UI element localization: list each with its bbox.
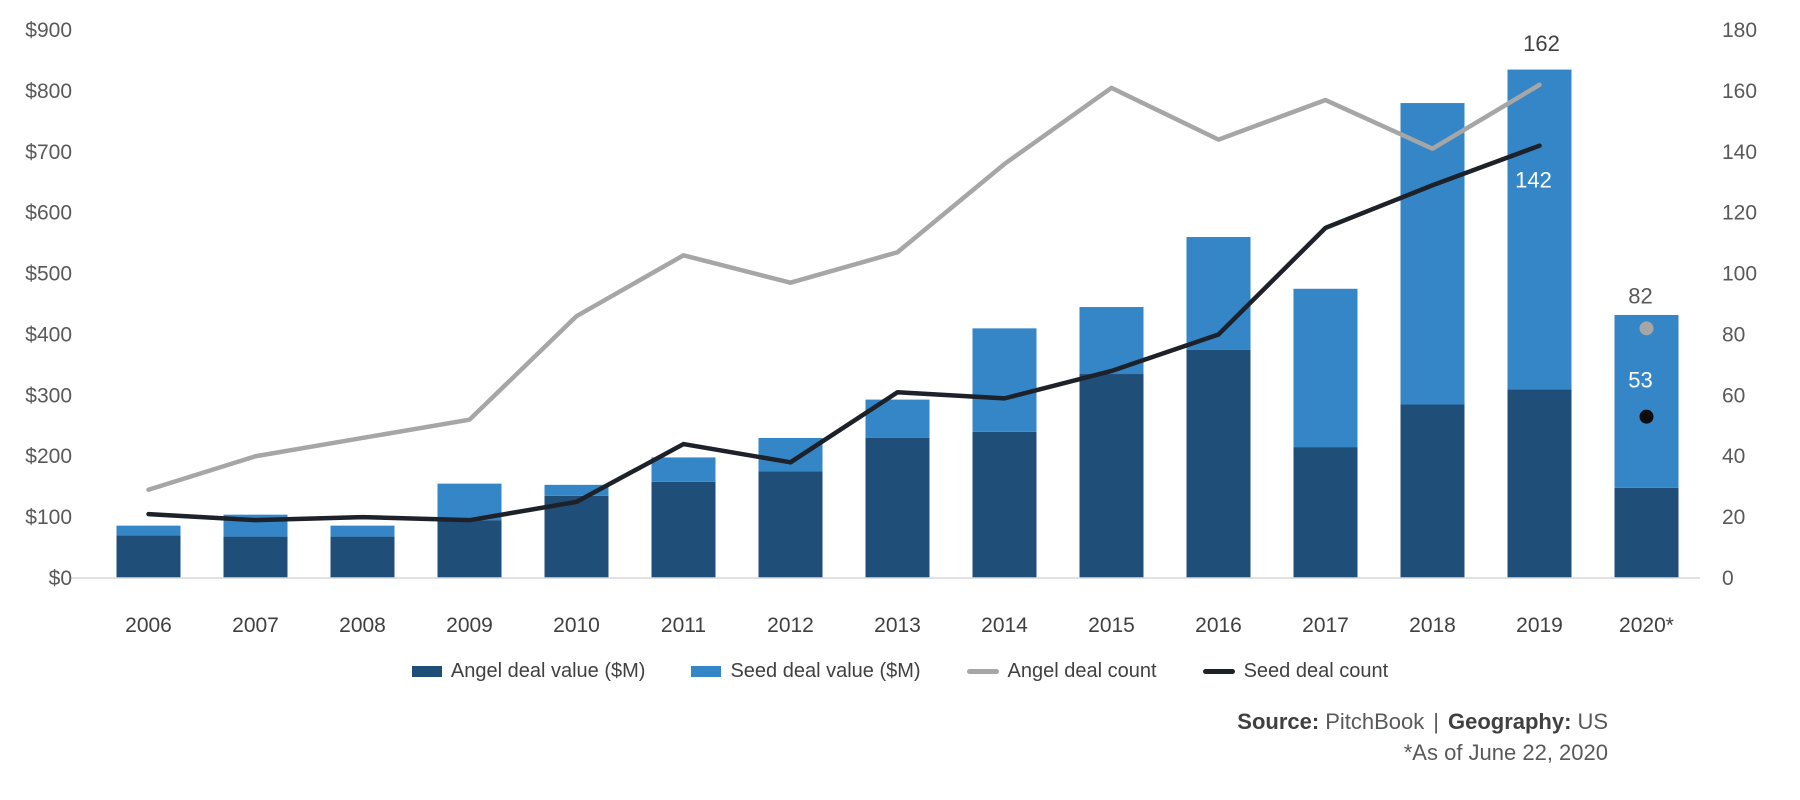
left-axis-tick-500: $500 (25, 263, 72, 286)
angel-value-bar-2007 (223, 536, 288, 578)
left-axis-tick-900: $900 (25, 19, 72, 42)
angel-count-2020-dot (1639, 321, 1654, 336)
angel-value-bar-2016 (1186, 349, 1251, 578)
seed-value-bar-2020 (1614, 314, 1679, 488)
right-axis-tick-100: 100 (1722, 263, 1757, 286)
source-note: Source: PitchBook | Geography: US *As of Jun… (1237, 706, 1608, 768)
legend-item-seed-deal-count: Seed deal count (1202, 660, 1389, 683)
left-axis-tick-600: $600 (25, 202, 72, 225)
right-axis-tick-60: 60 (1722, 384, 1745, 407)
right-axis-tick-120: 120 (1722, 202, 1757, 225)
seed-value-bar-2008 (330, 525, 395, 537)
angel-value-bar-2019 (1507, 389, 1572, 578)
angel-value-bar-2012 (758, 471, 823, 578)
seed-deal-count-line (146, 143, 1542, 523)
angel-deal-count-swatch (966, 669, 999, 674)
seed-value-bar-2019 (1507, 69, 1572, 390)
right-axis-tick-0: 0 (1722, 567, 1734, 590)
angel-value-bar-2013 (865, 437, 930, 578)
data-label-82: 82 (1628, 283, 1652, 308)
right-axis-tick-20: 20 (1722, 506, 1745, 529)
year-label-2011: 2011 (661, 614, 706, 637)
year-label-2013: 2013 (874, 614, 921, 637)
angel-value-bar-2014 (972, 431, 1037, 578)
year-label-2017: 2017 (1302, 614, 1349, 637)
year-label-2010: 2010 (553, 614, 600, 637)
angel-value-bar-2006 (116, 535, 181, 578)
seed-count-2020-dot (1639, 409, 1654, 424)
year-label-2016: 2016 (1195, 614, 1242, 637)
seed-value-bar-2009 (437, 483, 502, 521)
seed-deal-count-swatch (1202, 669, 1235, 674)
asof-note: *As of June 22, 2020 (1403, 740, 1608, 765)
angel-value-bar-2020 (1614, 487, 1679, 578)
seed-value-bar-2012 (758, 437, 823, 472)
seed-value-bar-2016 (1186, 237, 1251, 350)
right-axis-tick-180: 180 (1722, 19, 1757, 42)
left-axis-tick-800: $800 (25, 80, 72, 103)
right-axis-tick-140: 140 (1722, 141, 1757, 164)
legend: Angel deal value ($M) Seed deal value ($… (0, 660, 1800, 683)
legend-label: Seed deal count (1243, 660, 1389, 682)
year-label-2008: 2008 (339, 614, 386, 637)
data-label-162: 162 (1523, 31, 1560, 56)
angel-value-bar-2009 (437, 520, 502, 578)
data-label-53: 53 (1628, 368, 1652, 393)
year-label-2020: 2020* (1619, 614, 1674, 637)
angel-value-bar-2011 (651, 481, 716, 578)
right-axis-tick-40: 40 (1722, 445, 1745, 468)
legend-item-seed-deal-value: Seed deal value ($M) (691, 660, 921, 683)
left-axis-tick-100: $100 (25, 506, 72, 529)
left-axis-tick-0: $0 (49, 567, 72, 590)
data-label-142: 142 (1515, 168, 1552, 193)
right-axis-tick-80: 80 (1722, 323, 1745, 346)
year-label-2014: 2014 (981, 614, 1028, 637)
year-label-2015: 2015 (1088, 614, 1135, 637)
left-axis-tick-200: $200 (25, 445, 72, 468)
legend-item-angel-deal-count: Angel deal count (966, 660, 1157, 683)
left-axis-tick-700: $700 (25, 141, 72, 164)
geography-label: Geography: (1447, 709, 1572, 734)
left-axis-tick-400: $400 (25, 323, 72, 346)
legend-label: Seed deal value ($M) (730, 660, 921, 682)
divider: | (1433, 709, 1439, 734)
source-label: Source: (1237, 709, 1320, 734)
year-label-2009: 2009 (446, 614, 493, 637)
angel-value-bar-2010 (544, 495, 609, 578)
year-label-2018: 2018 (1409, 614, 1456, 637)
angel-value-bar-2018 (1400, 404, 1465, 578)
legend-item-angel-deal-value: Angel deal value ($M) (411, 660, 646, 683)
year-label-2006: 2006 (125, 614, 172, 637)
seed-value-bar-2010 (544, 484, 609, 496)
year-label-2012: 2012 (767, 614, 814, 637)
seed-deal-value-swatch (691, 666, 722, 677)
year-label-2019: 2019 (1516, 614, 1563, 637)
seed-value-bar-2006 (116, 525, 181, 536)
angel-deal-count-line (146, 82, 1542, 492)
angel-value-bar-2017 (1293, 447, 1358, 578)
seed-value-bar-2017 (1293, 288, 1358, 448)
angel-value-bar-2008 (330, 536, 395, 578)
left-axis-tick-300: $300 (25, 384, 72, 407)
seed-value-bar-2014 (972, 328, 1037, 432)
legend-label: Angel deal value ($M) (450, 660, 646, 682)
source-line: Source: PitchBook | Geography: US (1237, 706, 1608, 737)
angel-value-bar-2015 (1079, 374, 1144, 578)
angel-deal-value-swatch (411, 666, 442, 677)
seed-value-bar-2018 (1400, 103, 1465, 405)
year-label-2007: 2007 (232, 614, 279, 637)
legend-label: Angel deal count (1007, 660, 1157, 682)
geography-value: US (1577, 709, 1608, 734)
right-axis-tick-160: 160 (1722, 80, 1757, 103)
source-value: PitchBook (1325, 709, 1425, 734)
seed-value-bar-2011 (651, 457, 716, 482)
